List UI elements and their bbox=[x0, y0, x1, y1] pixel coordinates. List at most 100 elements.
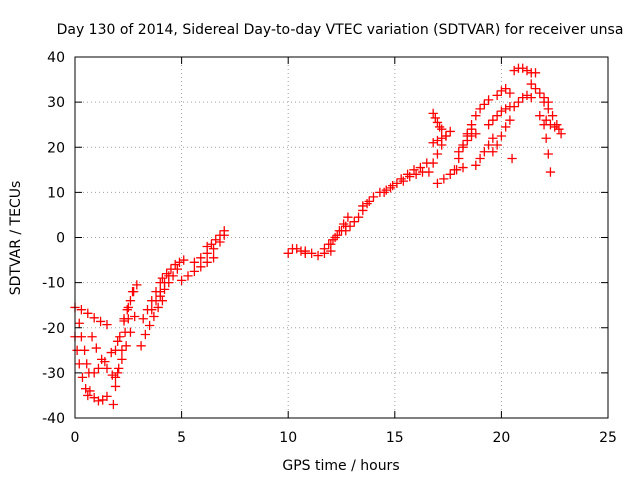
data-point bbox=[110, 345, 121, 355]
data-point bbox=[74, 318, 84, 328]
plot-frame bbox=[74, 56, 609, 419]
data-point bbox=[112, 368, 123, 378]
data-point bbox=[110, 381, 121, 392]
data-point bbox=[368, 192, 379, 202]
series-arc-ap bbox=[539, 97, 566, 139]
data-point bbox=[513, 97, 524, 107]
data-point bbox=[501, 122, 511, 132]
series-arc-ar bbox=[507, 153, 517, 164]
y-tick-label: -20 bbox=[42, 321, 65, 337]
data-point bbox=[496, 131, 507, 141]
data-point bbox=[122, 305, 132, 315]
grid-lines bbox=[75, 57, 608, 418]
data-point bbox=[492, 111, 502, 121]
data-point bbox=[409, 165, 419, 175]
y-axis-label: SDTVAR / TECUs bbox=[8, 181, 24, 296]
data-point bbox=[98, 395, 108, 405]
series-arc-g bbox=[108, 314, 133, 410]
data-point bbox=[153, 302, 163, 313]
data-point bbox=[501, 83, 511, 94]
data-point bbox=[483, 95, 494, 105]
data-point bbox=[136, 341, 146, 351]
series-arc-q bbox=[189, 230, 229, 267]
data-point bbox=[349, 217, 359, 227]
series-arc-c bbox=[74, 318, 94, 378]
data-point bbox=[196, 253, 206, 263]
data-point bbox=[364, 196, 374, 207]
series-arc-af bbox=[454, 129, 481, 157]
series-arc-ac bbox=[428, 108, 447, 134]
data-point bbox=[202, 257, 212, 267]
data-point bbox=[475, 153, 485, 164]
data-point bbox=[164, 277, 174, 288]
data-point bbox=[102, 363, 112, 374]
series-arc-b bbox=[70, 332, 93, 401]
data-point bbox=[140, 329, 151, 340]
series-arc-n bbox=[155, 264, 182, 301]
data-point bbox=[430, 113, 440, 123]
data-point bbox=[432, 149, 443, 159]
data-point bbox=[379, 187, 389, 198]
data-point bbox=[189, 266, 200, 276]
data-point bbox=[441, 131, 451, 141]
data-point bbox=[539, 97, 549, 107]
data-point bbox=[556, 129, 566, 139]
data-point bbox=[128, 287, 139, 297]
axis-ticks bbox=[74, 56, 609, 419]
data-point bbox=[437, 124, 447, 134]
series-arc-e bbox=[87, 332, 121, 383]
data-point bbox=[93, 396, 104, 406]
series-arc-ab bbox=[428, 126, 455, 148]
series-arc-a bbox=[70, 302, 112, 330]
data-point bbox=[179, 255, 189, 265]
data-point bbox=[432, 178, 443, 188]
series-arc-p bbox=[176, 253, 219, 286]
data-point bbox=[112, 336, 123, 346]
data-point bbox=[79, 345, 90, 355]
data-point bbox=[132, 280, 142, 290]
series-arc-i bbox=[112, 311, 140, 378]
data-point bbox=[385, 183, 396, 193]
data-point bbox=[76, 332, 87, 342]
y-tick-label: -40 bbox=[42, 411, 65, 427]
data-point bbox=[162, 268, 172, 279]
x-tick-label: 20 bbox=[492, 430, 510, 446]
series-arc-f bbox=[89, 336, 123, 378]
data-point bbox=[115, 332, 125, 342]
data-point bbox=[85, 386, 95, 396]
data-point bbox=[89, 313, 99, 323]
data-point bbox=[91, 343, 101, 353]
data-point bbox=[74, 359, 84, 369]
data-point bbox=[432, 117, 443, 128]
series-arc-k bbox=[136, 296, 168, 351]
data-point bbox=[307, 248, 317, 258]
data-point bbox=[119, 314, 129, 324]
series-arc-o bbox=[157, 255, 189, 283]
y-tick-label: 30 bbox=[47, 95, 65, 111]
y-tick-label: 20 bbox=[47, 140, 65, 156]
y-tick-label: -10 bbox=[42, 276, 65, 292]
data-point bbox=[445, 126, 455, 137]
data-point bbox=[125, 327, 136, 337]
data-point bbox=[102, 391, 112, 401]
data-point bbox=[454, 147, 464, 157]
data-point bbox=[300, 246, 310, 256]
scatter-points bbox=[70, 63, 566, 410]
data-point bbox=[492, 90, 502, 101]
data-point bbox=[121, 341, 131, 351]
data-point bbox=[183, 271, 193, 281]
data-point bbox=[535, 111, 545, 121]
chart-title: Day 130 of 2014, Sidereal Day-to-day VTE… bbox=[57, 22, 624, 38]
data-point bbox=[319, 244, 330, 254]
series-arc-v bbox=[326, 212, 353, 249]
data-point bbox=[479, 99, 489, 110]
data-point bbox=[428, 158, 438, 168]
y-tick-label: 10 bbox=[47, 185, 65, 201]
data-point bbox=[108, 399, 119, 410]
data-point bbox=[157, 273, 168, 283]
data-point bbox=[117, 354, 127, 364]
data-point bbox=[483, 120, 494, 130]
data-point bbox=[219, 226, 229, 236]
data-point bbox=[554, 124, 564, 134]
